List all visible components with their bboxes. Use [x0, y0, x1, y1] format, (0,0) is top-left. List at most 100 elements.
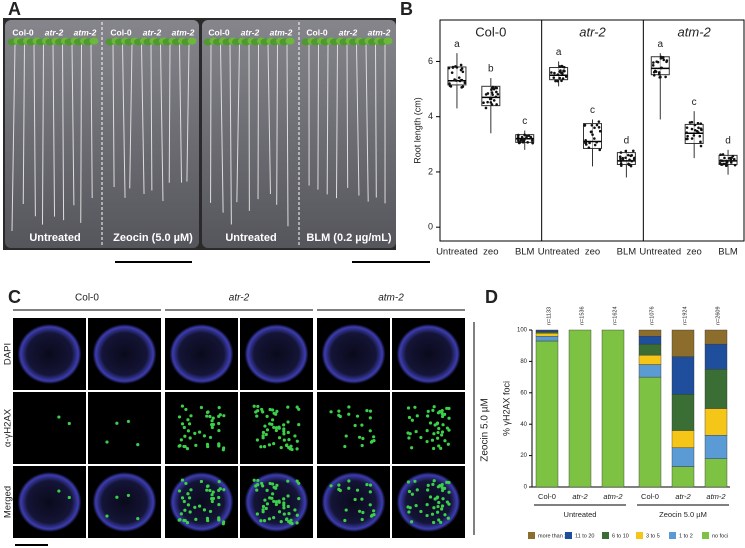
focus: [447, 406, 451, 411]
micrograph: [317, 392, 390, 464]
root: [80, 43, 82, 223]
focus: [432, 405, 436, 409]
nucleus: [169, 324, 234, 384]
jitter-point: [519, 139, 523, 142]
n-label: n=1924: [682, 306, 688, 325]
focus: [297, 481, 301, 485]
focus: [272, 425, 276, 430]
focus: [182, 444, 186, 449]
bar-segment: [535, 340, 559, 488]
group-label: atm-2: [678, 24, 712, 39]
focus: [410, 446, 414, 450]
y-tick-label: 2: [428, 166, 433, 176]
focus: [436, 436, 440, 440]
focus: [184, 407, 188, 412]
genotype-label: atr-2: [143, 27, 162, 37]
focus: [295, 439, 299, 443]
box: [718, 154, 738, 165]
jitter-point: [561, 77, 565, 80]
focus: [217, 421, 221, 426]
focus: [115, 421, 119, 425]
focus: [274, 500, 278, 504]
focus: [286, 479, 290, 483]
genotype-label: atm-2: [172, 27, 195, 37]
micrograph: [165, 392, 238, 464]
focus: [274, 502, 278, 507]
jitter-point: [619, 151, 623, 154]
nucleus: [244, 324, 309, 384]
jitter-point: [627, 163, 631, 166]
focus: [286, 430, 290, 435]
group-label: atr-2: [579, 24, 606, 39]
focus: [252, 404, 256, 408]
focus: [440, 485, 444, 490]
jitter-point: [561, 65, 564, 68]
jitter-point: [560, 79, 563, 83]
focus: [435, 495, 440, 499]
jitter-point: [628, 158, 631, 162]
jitter-point: [564, 75, 568, 78]
x-tick-label: Untreated: [538, 247, 580, 258]
focus: [432, 432, 436, 436]
focus: [368, 503, 372, 507]
focus: [435, 421, 440, 425]
nucleus: [321, 324, 386, 384]
focus: [446, 442, 450, 446]
jitter-point: [656, 60, 660, 64]
jitter-point: [651, 64, 655, 67]
focus: [361, 510, 365, 515]
x-tick-label: Col-0: [641, 492, 659, 501]
focus: [272, 442, 276, 446]
focus: [414, 429, 418, 434]
focus: [136, 517, 140, 521]
jitter-point: [690, 120, 694, 124]
legend-label: 11 to 20: [575, 533, 594, 539]
jitter-point: [554, 79, 557, 83]
focus: [178, 444, 182, 448]
focus: [297, 496, 301, 501]
focus: [179, 512, 183, 516]
focus: [205, 442, 210, 446]
focus: [425, 513, 429, 518]
root: [112, 43, 115, 187]
focus: [271, 418, 275, 422]
bar-segment: [704, 458, 728, 488]
jitter-point: [720, 163, 723, 166]
jitter-point: [690, 137, 694, 140]
focus: [282, 427, 286, 431]
focus: [407, 415, 412, 420]
focus: [419, 435, 423, 440]
focus: [430, 512, 435, 516]
x-tick-label: atr-2: [675, 492, 691, 501]
n-label: n=1624: [612, 306, 618, 325]
jitter-point: [619, 159, 623, 163]
jitter-point: [495, 103, 498, 106]
focus: [282, 423, 286, 427]
focus: [188, 510, 192, 514]
focus: [295, 447, 299, 451]
micrograph: [88, 392, 161, 464]
focus: [210, 419, 214, 423]
focus: [267, 443, 272, 447]
column-label: atr-2: [229, 293, 250, 304]
jitter-point: [697, 131, 700, 134]
focus: [262, 519, 267, 523]
focus: [436, 411, 440, 415]
root: [160, 43, 164, 202]
focus: [255, 414, 259, 418]
root: [71, 43, 75, 206]
focus: [259, 519, 263, 523]
jitter-point: [657, 73, 661, 76]
focus: [264, 506, 268, 511]
focus: [440, 411, 444, 416]
jitter-point: [526, 141, 529, 144]
root: [276, 43, 278, 205]
box: [447, 66, 467, 86]
bar-segment: [671, 447, 695, 467]
focus: [218, 413, 222, 417]
root: [168, 43, 171, 183]
focus: [445, 426, 449, 430]
focus: [272, 485, 276, 489]
focus: [126, 493, 131, 498]
panel-label: D: [485, 287, 498, 307]
